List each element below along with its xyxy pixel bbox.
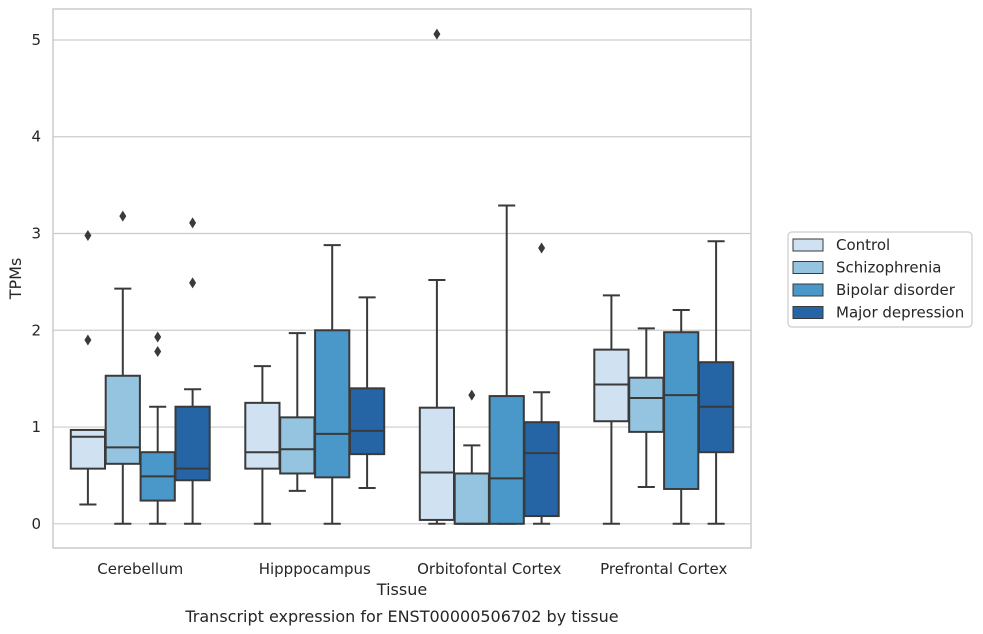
x-tick-label: Hipppocampus [259,560,371,578]
chart-caption: Transcript expression for ENST0000050670… [184,607,618,626]
legend-label: Schizophrenia [836,259,941,277]
legend-label: Bipolar disorder [836,281,956,299]
box-bipolar-disorder [139,331,176,525]
box-control [244,365,281,525]
y-tick-label: 5 [31,31,41,49]
plot-frame [52,8,752,549]
legend-frame [787,231,973,328]
outlier-point [154,346,162,358]
box-schizophrenia [628,327,665,489]
boxes-layer [69,28,735,525]
outlier-point [84,229,92,241]
box-schizophrenia [453,389,490,525]
box-major-depression [697,240,735,525]
box-major-depression [523,242,560,525]
box-body [523,421,560,518]
legend-swatch [792,261,824,274]
outlier-point [154,331,162,343]
box-control [69,229,107,506]
box-body [348,387,386,456]
outlier-point [538,242,546,254]
box-body [279,416,316,475]
x-tick-label: Prefrontal Cortex [600,560,727,578]
box-control [593,294,630,525]
outlier-point [468,389,476,401]
outlier-point [189,217,197,229]
legend-swatch [792,238,824,252]
box-bipolar-disorder [314,244,351,525]
y-tick-label: 0 [31,515,41,533]
legend-swatch [792,306,824,319]
y-tick-label: 2 [31,321,41,339]
y-tick-labels: 0 1 2 3 4 5 [31,31,41,533]
x-tick-labels: Cerebellum Hipppocampus Orbitofontal Corte… [97,560,727,578]
box-bipolar-disorder [663,308,700,525]
legend-label: Major depression [836,304,964,322]
box-major-depression [174,217,211,525]
legend: Control Schizophrenia Bipolar disorder Majo… [787,231,973,328]
box-body [663,331,700,490]
outlier-point [84,334,92,346]
y-axis-label: TPMs [6,258,25,301]
box-major-depression [348,296,386,490]
box-control [418,28,456,525]
legend-swatch [792,283,824,297]
legend-label: Control [836,236,890,254]
x-axis-label: Tissue [376,580,427,599]
x-tick-label: Cerebellum [97,560,183,578]
grid-layer [53,39,751,525]
y-tick-label: 3 [31,225,41,243]
box-body [488,395,525,525]
box-body [628,376,665,433]
box-schizophrenia [104,210,141,525]
box-schizophrenia [279,332,316,492]
x-tick-label: Orbitofontal Cortex [417,560,561,578]
outlier-point [433,28,441,40]
outlier-point [119,210,127,222]
y-tick-label: 4 [31,128,41,146]
box-body [314,329,351,479]
box-bipolar-disorder [488,204,525,525]
outlier-point [189,277,197,289]
box-body [453,472,490,525]
box-body [418,406,456,521]
y-tick-label: 1 [31,418,41,436]
box-body [244,401,281,470]
box-body [104,374,141,465]
